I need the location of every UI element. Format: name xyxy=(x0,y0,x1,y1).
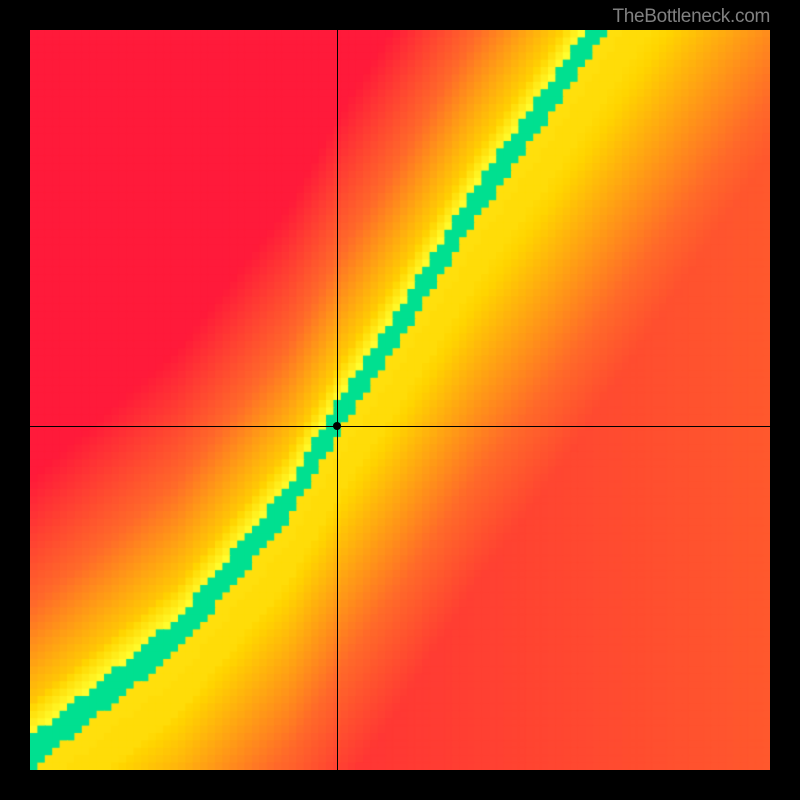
crosshair-vertical xyxy=(337,30,338,770)
heatmap-canvas xyxy=(30,30,770,770)
crosshair-marker xyxy=(333,422,341,430)
plot-area xyxy=(30,30,770,770)
crosshair-horizontal xyxy=(30,426,770,427)
chart-container: TheBottleneck.com xyxy=(0,0,800,800)
watermark-text: TheBottleneck.com xyxy=(612,6,770,28)
